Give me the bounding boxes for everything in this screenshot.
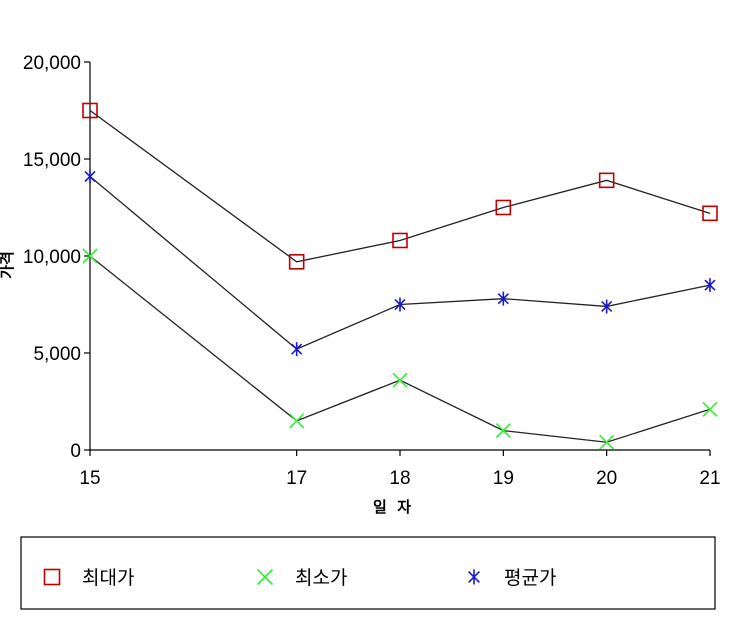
y-tick-label: 15,000 xyxy=(23,150,81,171)
data-point xyxy=(394,297,406,312)
data-point xyxy=(599,434,615,450)
legend-marker xyxy=(468,569,480,585)
legend-marker xyxy=(43,568,61,586)
data-point xyxy=(82,102,98,119)
data-point xyxy=(702,401,718,417)
data-point xyxy=(392,372,408,388)
legend-label: 최소가 xyxy=(295,567,347,589)
legend-box xyxy=(20,536,716,610)
series-line xyxy=(89,109,711,263)
ticks: 0 5,000 10,000 15,000 20,000 15 17 18 19 20 21 xyxy=(23,53,721,489)
x-tick-label: 19 xyxy=(493,468,514,489)
x-axis-title: 일 자 xyxy=(373,498,411,516)
legend: 최대가 최소가 평균가 xyxy=(43,567,556,589)
data-point xyxy=(598,172,615,189)
data-point xyxy=(291,342,303,357)
data-point xyxy=(82,248,98,264)
y-tick-label: 0 xyxy=(70,441,81,462)
x-tick-label: 21 xyxy=(699,468,720,489)
series-markers xyxy=(82,102,718,450)
legend-marker xyxy=(256,568,274,586)
data-point xyxy=(702,205,718,222)
x-tick-label: 20 xyxy=(596,468,617,489)
data-point xyxy=(601,299,613,314)
data-point xyxy=(497,291,509,306)
x-tick-label: 18 xyxy=(389,468,410,489)
data-point xyxy=(495,199,512,216)
series-lines xyxy=(89,109,711,443)
series-line xyxy=(89,255,711,443)
y-tick-label: 5,000 xyxy=(33,344,81,365)
data-point xyxy=(84,169,96,184)
legend-label: 최대가 xyxy=(82,567,134,589)
data-point xyxy=(495,423,511,439)
data-point xyxy=(392,232,408,249)
series-line xyxy=(89,175,711,350)
x-tick-label: 15 xyxy=(79,468,100,489)
y-axis-title: 가격 xyxy=(0,251,16,279)
data-point xyxy=(288,254,305,270)
axes xyxy=(89,62,710,451)
y-tick-label: 10,000 xyxy=(23,247,81,268)
y-tick-label: 20,000 xyxy=(23,53,81,74)
x-tick-label: 17 xyxy=(286,468,307,489)
data-point xyxy=(704,278,716,293)
legend-label: 평균가 xyxy=(504,567,556,589)
data-point xyxy=(289,413,305,429)
